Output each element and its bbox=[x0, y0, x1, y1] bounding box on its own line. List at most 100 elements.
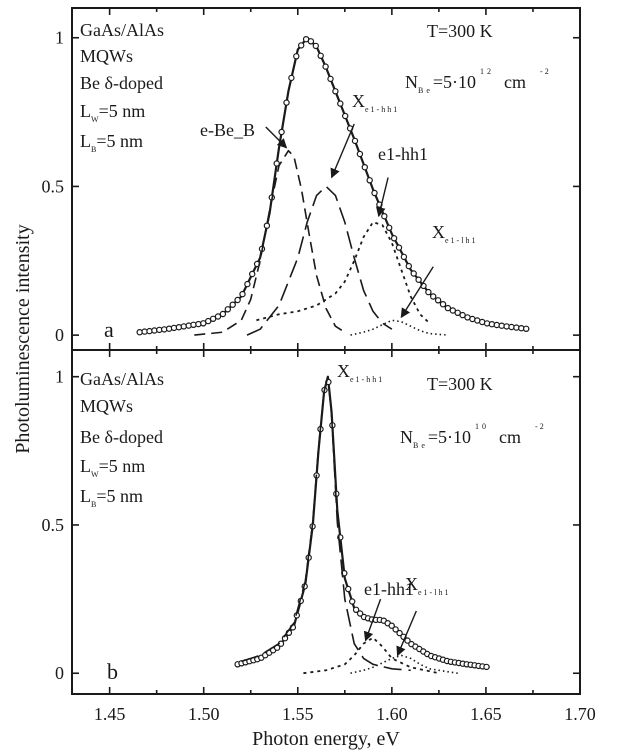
panel-a-data-point bbox=[459, 311, 466, 319]
panel-b-label-x-lh-sub: e1-lh1 bbox=[418, 588, 450, 597]
panel-a-data-point bbox=[278, 128, 285, 136]
panel-a-annotation-arrow bbox=[400, 266, 434, 319]
panel-b-label-x-hh: Xe1-hh1 bbox=[337, 361, 384, 384]
panel-a-well-width-value: =5 nm bbox=[99, 101, 146, 121]
panel-b-data-point bbox=[349, 598, 356, 605]
panel-b-data-point bbox=[356, 610, 364, 617]
panel-a-data-point bbox=[298, 42, 305, 49]
panel-a-data-point bbox=[386, 224, 393, 231]
panel-a-conc-symbol: N bbox=[405, 72, 418, 92]
panel-a-y-tick-label: 1 bbox=[55, 28, 64, 48]
panel-a-well-width-subscript: W bbox=[91, 115, 99, 124]
panel-b-y-tick-label: 0 bbox=[55, 663, 64, 683]
panel-a-data-point bbox=[263, 222, 271, 229]
x-tick-label: 1.50 bbox=[188, 704, 220, 724]
panel-a-annotation-arrow bbox=[265, 126, 288, 149]
panel-b-concentration: NBe=5·10 10 cm -2 bbox=[400, 422, 546, 450]
panel-b-barrier-width-value: =5 nm bbox=[96, 486, 143, 506]
panel-a-data-point bbox=[248, 270, 256, 278]
panel-a-sample-line-1: GaAs/AlAs bbox=[80, 20, 164, 40]
panel-a-sample-line-3: Be δ-doped bbox=[80, 73, 163, 93]
panel-a-data-point bbox=[361, 163, 368, 171]
panel-b-label: b bbox=[107, 659, 118, 684]
panel-b-annotation-arrow bbox=[363, 598, 382, 642]
panel-a-data-point bbox=[337, 100, 344, 107]
panel-b-solid-curve bbox=[237, 375, 490, 669]
panel-a-data-point bbox=[434, 297, 442, 304]
panel-a-dotted-fine-curve bbox=[350, 319, 449, 336]
panel-b-barrier-width: LB=5 nm bbox=[80, 486, 143, 509]
panel-a-data-point bbox=[400, 253, 408, 261]
panel-a-data-point bbox=[317, 52, 324, 60]
panel-b-data-point bbox=[483, 663, 490, 671]
panel-a-data-point bbox=[449, 307, 456, 314]
panel-b-label-x-hh-sub: e1-hh1 bbox=[350, 375, 384, 384]
panel-a-data-point bbox=[204, 317, 212, 325]
panel-a-data-point bbox=[288, 74, 295, 82]
panel-a-data-point bbox=[273, 160, 280, 167]
x-axis-label: Photon energy, eV bbox=[252, 728, 400, 750]
panel-a-barrier-width-symbol: L bbox=[80, 131, 91, 151]
panel-a-conc-unit: cm bbox=[504, 72, 526, 92]
panel-a-data-point bbox=[430, 293, 437, 300]
panel-a-data-point bbox=[454, 309, 461, 316]
panel-a-data-point bbox=[342, 112, 349, 120]
panel-a-data-point bbox=[405, 262, 412, 270]
panel-b-data-point bbox=[388, 622, 395, 629]
panel-a-data-point bbox=[444, 304, 452, 312]
panel-a-data-point bbox=[410, 270, 417, 277]
panel-a-barrier-width-subscript: B bbox=[91, 145, 96, 154]
panel-a-dotted-curve bbox=[256, 221, 431, 324]
panel-b-y-tick-label: 0.5 bbox=[42, 515, 65, 535]
panel-a-concentration: NBe=5·10 12 cm -2 bbox=[405, 67, 551, 95]
panel-b-data-point bbox=[352, 606, 360, 614]
panel-a-label-x-lh: Xe1-lh1 bbox=[432, 222, 477, 245]
panel-a-annotation-arrow bbox=[330, 123, 355, 179]
panel-a-long-dashed-curve bbox=[246, 185, 393, 336]
panel-b-frame bbox=[71, 349, 581, 695]
panel-a-data-point bbox=[224, 306, 231, 313]
x-tick-label: 1.65 bbox=[470, 704, 502, 724]
panel-a-data-point bbox=[425, 288, 432, 296]
panel-a-sample-line-2: MQWs bbox=[80, 46, 133, 66]
panel-a-data-point bbox=[366, 177, 373, 184]
panel-a-data-point bbox=[395, 244, 403, 251]
panel-a-conc-exponent: 12 bbox=[480, 67, 494, 76]
panel-a-conc-unit-exponent: -2 bbox=[540, 67, 551, 76]
panel-a-data-point bbox=[381, 212, 388, 220]
panel-a-data-point bbox=[322, 63, 329, 70]
panel-b-temperature: T=300 K bbox=[427, 374, 493, 394]
panel-b-well-width-symbol: L bbox=[80, 456, 91, 476]
panel-a-data-point bbox=[415, 276, 422, 283]
panel-b-annotation-arrow bbox=[396, 610, 417, 657]
panel-a-temperature: T=300 K bbox=[427, 21, 493, 41]
panel-b-conc-symbol: N bbox=[400, 427, 413, 447]
panel-b-conc-exponent: 10 bbox=[475, 422, 489, 431]
panel-a-data-point bbox=[229, 301, 236, 308]
panel-b-sample-line-1: GaAs/AlAs bbox=[80, 369, 164, 389]
panel-a-barrier-width: LB=5 nm bbox=[80, 131, 143, 154]
panel-a-data-point bbox=[307, 38, 315, 45]
panel-a-data-point bbox=[371, 189, 378, 197]
x-tick-label: 1.45 bbox=[94, 704, 126, 724]
panel-a-data-point bbox=[390, 235, 398, 242]
panel-a-data-point bbox=[351, 137, 359, 145]
panel-a-data-point bbox=[283, 99, 290, 106]
panel-a-dashed-curve bbox=[194, 149, 346, 336]
panel-a-label-x-hh-sub: e1-hh1 bbox=[365, 105, 399, 114]
panel-a-data-point bbox=[293, 53, 300, 60]
panel-a-data-point bbox=[209, 315, 217, 322]
panel-b-long-dashed-curve bbox=[241, 375, 411, 672]
panel-a-well-width: LW=5 nm bbox=[80, 101, 145, 124]
panel-a-y-tick-label: 0 bbox=[55, 325, 64, 345]
panel-a-data-point bbox=[244, 280, 251, 288]
panel-b-data-point bbox=[404, 637, 411, 644]
panel-b-conc-unit-exponent: -2 bbox=[535, 422, 546, 431]
panel-b-sample-line-3: Be δ-doped bbox=[80, 427, 163, 447]
panel-b-data-point bbox=[396, 629, 403, 637]
panel-a-label-e-be: e-Be_B bbox=[200, 120, 255, 140]
x-tick-label: 1.55 bbox=[282, 704, 314, 724]
panel-a-label-e1-hh1: e1-hh1 bbox=[378, 144, 428, 164]
